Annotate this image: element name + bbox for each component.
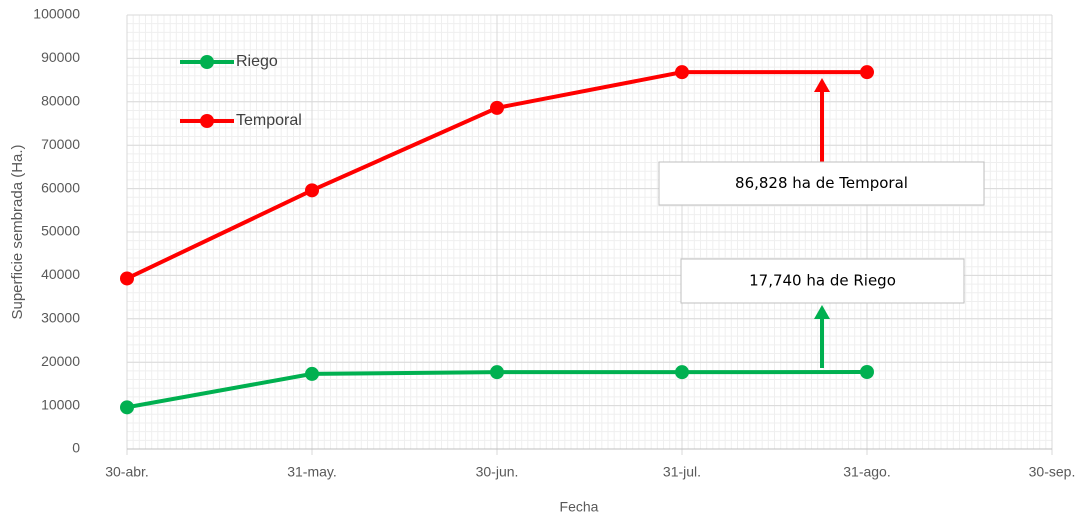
data-point bbox=[675, 65, 689, 80]
data-point bbox=[120, 271, 134, 286]
data-point bbox=[305, 366, 319, 381]
annotation-box bbox=[658, 161, 985, 206]
y-tick-label: 10000 bbox=[41, 396, 80, 412]
y-tick-label: 20000 bbox=[41, 353, 80, 369]
x-tick-label: 31-ago. bbox=[843, 464, 890, 480]
annotation-text: 86,828 ha de Temporal bbox=[735, 174, 908, 192]
data-point bbox=[490, 100, 504, 115]
arrow-head bbox=[814, 78, 830, 92]
y-tick-label: 80000 bbox=[41, 93, 80, 109]
data-point bbox=[120, 400, 134, 415]
legend-marker bbox=[200, 114, 214, 128]
x-tick-label: 31-may. bbox=[287, 464, 337, 480]
x-tick-label: 30-abr. bbox=[105, 464, 149, 480]
x-axis-label: Fecha bbox=[560, 499, 599, 515]
x-tick-label: 30-sep. bbox=[1029, 464, 1076, 480]
data-point bbox=[860, 365, 874, 380]
x-tick-label: 30-jun. bbox=[476, 464, 519, 480]
arrow-head bbox=[814, 305, 830, 319]
y-tick-label: 70000 bbox=[41, 136, 80, 152]
y-tick-label: 40000 bbox=[41, 266, 80, 282]
y-tick-label: 0 bbox=[72, 440, 80, 456]
data-point bbox=[305, 183, 319, 198]
data-point bbox=[675, 365, 689, 380]
y-tick-label: 30000 bbox=[41, 310, 80, 326]
annotation-text: 17,740 ha de Riego bbox=[749, 272, 896, 290]
legend-marker bbox=[200, 55, 214, 69]
y-tick-label: 60000 bbox=[41, 179, 80, 195]
y-tick-label: 50000 bbox=[41, 223, 80, 239]
annotation-box bbox=[680, 258, 965, 304]
y-tick-label: 100000 bbox=[33, 6, 80, 22]
legend-label: Riego bbox=[236, 53, 278, 70]
x-tick-label: 31-jul. bbox=[663, 464, 701, 480]
data-point bbox=[490, 365, 504, 380]
y-tick-label: 90000 bbox=[41, 49, 80, 65]
data-point bbox=[860, 65, 874, 80]
legend-label: Temporal bbox=[236, 112, 302, 129]
y-axis-label: Superficie sembrada (Ha.) bbox=[9, 144, 26, 319]
